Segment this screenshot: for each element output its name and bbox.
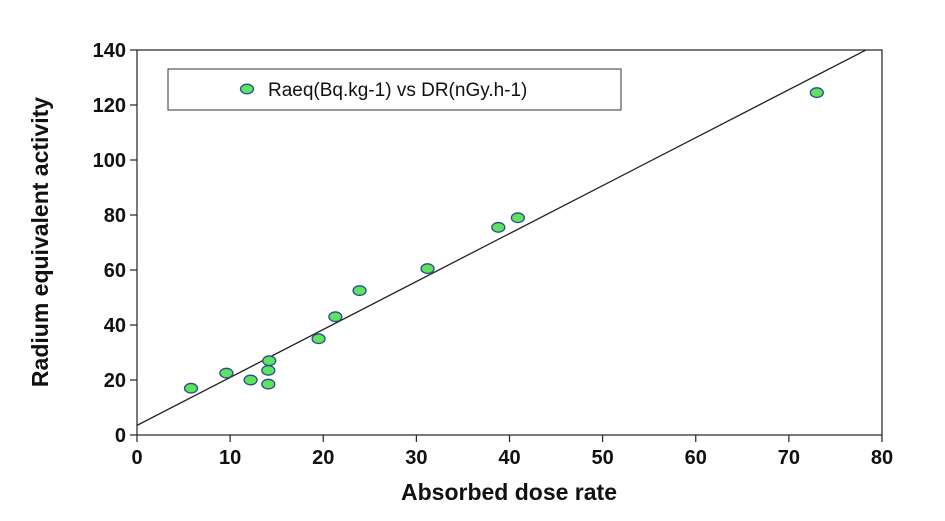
y-tick-label: 20 [104,370,126,392]
y-axis-ticks: 0 20 40 60 80 100 120 140 [93,40,137,447]
data-point [243,374,258,386]
data-point [352,285,367,297]
x-tick-label: 30 [405,447,427,469]
x-tick-label: 80 [871,447,893,469]
data-point [183,382,199,394]
x-axis-ticks: 0 10 20 30 40 50 60 70 80 [131,435,893,469]
trend-line [137,50,868,426]
data-points [183,87,824,394]
y-tick-label: 100 [93,150,126,172]
data-point [809,87,824,99]
data-point [219,367,234,379]
data-point [261,378,276,390]
legend: Raeq(Bq.kg-1) vs DR(nGy.h-1) [167,68,622,111]
y-axis-label: Radium equivalent activity [27,97,53,387]
y-tick-label: 0 [115,425,126,447]
data-point [262,355,277,367]
x-tick-label: 0 [131,447,142,469]
data-point [491,221,506,233]
data-point [311,333,326,345]
x-tick-label: 50 [592,447,614,469]
x-tick-label: 40 [498,447,520,469]
x-tick-label: 10 [219,447,241,469]
data-point [261,364,276,376]
legend-label: Raeq(Bq.kg-1) vs DR(nGy.h-1) [268,80,527,101]
data-point [510,212,526,224]
x-tick-label: 20 [312,447,334,469]
data-point [420,263,435,275]
y-tick-label: 40 [104,315,126,337]
y-tick-label: 140 [93,40,126,62]
y-tick-label: 80 [104,205,126,227]
x-axis-label: Absorbed dose rate [401,479,617,505]
x-tick-label: 60 [685,447,707,469]
plot-area [136,49,883,436]
legend-marker [239,83,255,95]
data-point [328,311,343,323]
x-tick-label: 70 [778,447,800,469]
y-tick-label: 120 [93,95,126,117]
y-tick-label: 60 [104,260,126,282]
